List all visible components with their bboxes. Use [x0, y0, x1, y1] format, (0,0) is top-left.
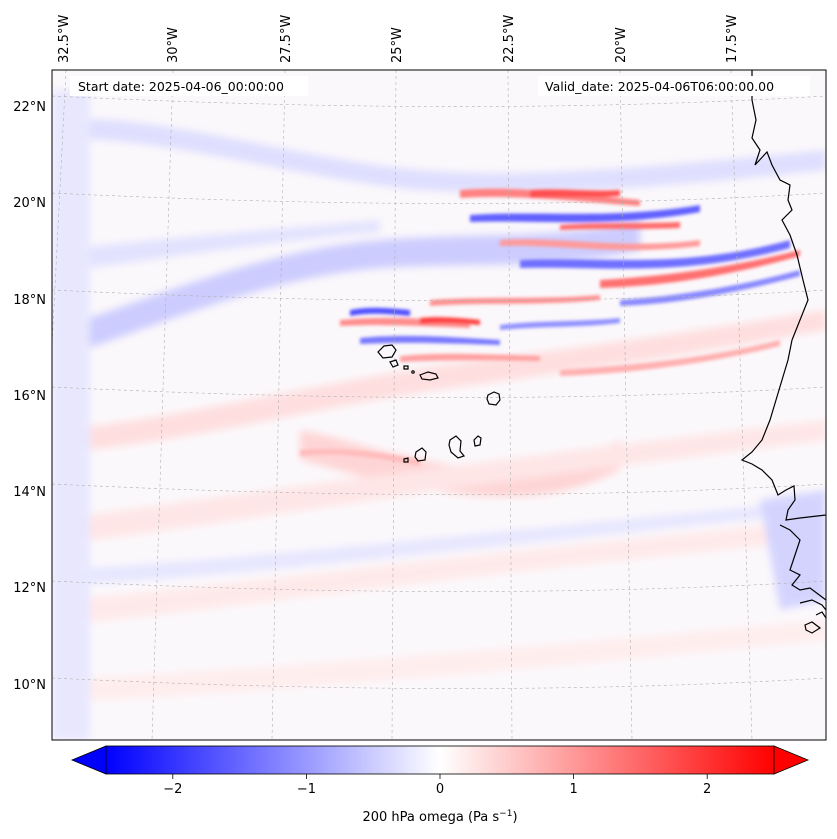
colorbar-tick-label: 2	[703, 782, 711, 797]
cape-verde-islands	[377, 344, 501, 463]
colorbar-tick-label: 0	[436, 782, 444, 797]
lon-label: 22.5°W	[502, 15, 517, 63]
colorbar-label: 200 hPa omega (Pa s−1)	[362, 809, 517, 825]
lon-label: 20°W	[614, 27, 629, 63]
lon-tick-labels: 32.5°W 30°W 27.5°W 25°W 22.5°W 20°W 17.5…	[57, 15, 740, 63]
lon-label: 17.5°W	[725, 15, 740, 63]
start-label-box	[70, 76, 308, 96]
colorbar: −2 −1 0 1 2 200 hPa omega (Pa s−1)	[70, 745, 810, 825]
lat-label: 10°N	[13, 678, 46, 693]
omega-field	[52, 70, 826, 740]
lon-label: 25°W	[390, 27, 405, 63]
colorbar-body	[105, 745, 775, 775]
lon-label: 32.5°W	[57, 15, 72, 63]
map-frame	[51, 69, 827, 741]
colorbar-ticks: −2 −1 0 1 2	[163, 774, 711, 797]
colorbar-label-exp: −1	[499, 809, 512, 819]
graticule	[52, 70, 826, 740]
lat-label: 18°N	[13, 293, 46, 308]
lat-tick-labels: 22°N 20°N 18°N 16°N 14°N 12°N 10°N	[13, 100, 46, 693]
lon-label: 27.5°W	[279, 15, 294, 63]
valid-date-label: Valid_date: 2025-04-06T06:00:00.00	[545, 79, 774, 94]
colorbar-tick-label: 1	[569, 782, 577, 797]
lat-label: 14°N	[13, 485, 46, 500]
valid-label-box	[538, 76, 810, 96]
lat-label: 20°N	[13, 196, 46, 211]
colorbar-extend-max	[773, 745, 810, 775]
lat-label: 22°N	[13, 100, 46, 115]
lat-label: 16°N	[13, 389, 46, 404]
coastline	[740, 70, 826, 634]
colorbar-label-close: )	[512, 810, 517, 825]
start-date-label: Start date: 2025-04-06_00:00:00	[78, 79, 284, 94]
colorbar-label-main: 200 hPa omega (Pa s	[362, 810, 499, 825]
lat-label: 12°N	[13, 581, 46, 596]
colorbar-tick-label: −1	[297, 782, 316, 797]
colorbar-extend-min	[70, 745, 107, 775]
lon-label: 30°W	[166, 27, 181, 63]
colorbar-tick-label: −2	[163, 782, 182, 797]
